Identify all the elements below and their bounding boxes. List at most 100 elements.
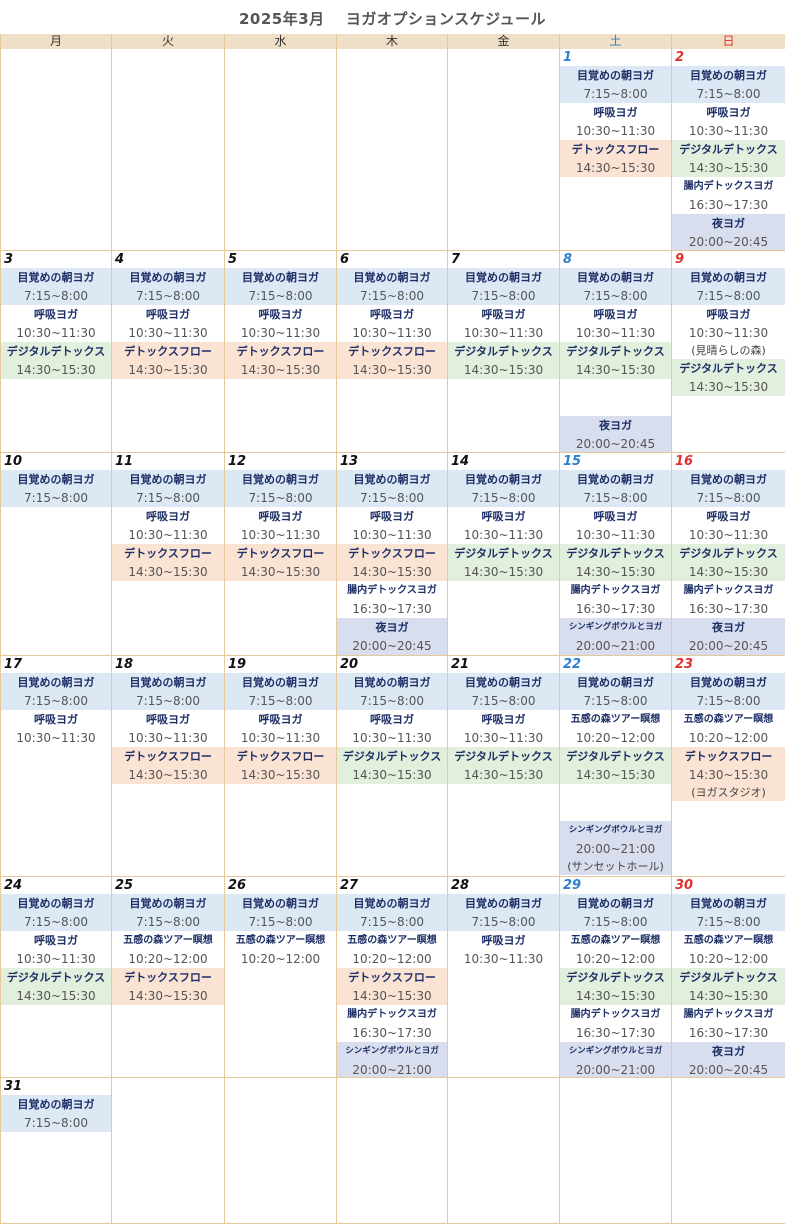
class-event[interactable]: 夜ヨガ 20:00~20:45 [672, 618, 785, 655]
class-event[interactable]: デジタルデトックス 14:30~15:30 [560, 544, 671, 581]
class-event[interactable]: デトックスフロー 14:30~15:30 [225, 747, 336, 784]
class-event[interactable]: 目覚めの朝ヨガ 7:15~8:00 [672, 66, 785, 103]
class-event[interactable]: 呼吸ヨガ 10:30~11:30 [225, 507, 336, 544]
class-event[interactable]: 呼吸ヨガ 10:30~11:30 [1, 305, 111, 342]
class-event[interactable]: 呼吸ヨガ 10:30~11:30 [337, 710, 447, 747]
class-event[interactable]: シンギングボウルとヨガ 20:00~21:00 [560, 1042, 671, 1077]
class-event[interactable]: 腸内デトックスヨガ 16:30~17:30 [672, 177, 785, 214]
class-event[interactable]: 目覚めの朝ヨガ 7:15~8:00 [225, 470, 336, 507]
class-event[interactable]: 目覚めの朝ヨガ 7:15~8:00 [112, 673, 224, 710]
class-event[interactable]: 呼吸ヨガ 10:30~11:30 [560, 507, 671, 544]
class-event[interactable]: 目覚めの朝ヨガ 7:15~8:00 [337, 470, 447, 507]
class-event[interactable]: 目覚めの朝ヨガ 7:15~8:00 [1, 673, 111, 710]
class-event[interactable]: 五感の森ツアー瞑想 10:20~12:00 [672, 710, 785, 747]
class-event[interactable]: 腸内デトックスヨガ 16:30~17:30 [337, 1005, 447, 1042]
class-event[interactable]: 呼吸ヨガ 10:30~11:30 [448, 507, 559, 544]
class-event[interactable]: デジタルデトックス 14:30~15:30 [448, 342, 559, 379]
class-event[interactable]: デトックスフロー 14:30~15:30 [112, 968, 224, 1005]
class-event[interactable]: 目覚めの朝ヨガ 7:15~8:00 [225, 268, 336, 305]
class-event[interactable]: 五感の森ツアー瞑想 10:20~12:00 [112, 931, 224, 968]
class-event[interactable]: 呼吸ヨガ 10:30~11:30 [225, 305, 336, 342]
class-event[interactable]: 目覚めの朝ヨガ 7:15~8:00 [112, 470, 224, 507]
class-event[interactable]: 呼吸ヨガ 10:30~11:30 [225, 710, 336, 747]
class-event[interactable]: デジタルデトックス 14:30~15:30 [560, 342, 671, 379]
class-event[interactable]: 五感の森ツアー瞑想 10:20~12:00 [560, 710, 671, 747]
class-event[interactable]: 目覚めの朝ヨガ 7:15~8:00 [225, 673, 336, 710]
class-event[interactable]: 目覚めの朝ヨガ 7:15~8:00 [560, 673, 671, 710]
class-event[interactable]: デトックスフロー 14:30~15:30 [112, 342, 224, 379]
class-event[interactable]: デトックスフロー 14:30~15:30 [225, 544, 336, 581]
class-event[interactable]: シンギングボウルとヨガ 20:00~21:00 (サンセットホール) [560, 821, 671, 875]
class-event[interactable]: デジタルデトックス 14:30~15:30 [560, 968, 671, 1005]
class-event[interactable]: シンギングボウルとヨガ 20:00~21:00 [337, 1042, 447, 1077]
class-event[interactable]: 目覚めの朝ヨガ 7:15~8:00 [337, 673, 447, 710]
class-event[interactable]: デジタルデトックス 14:30~15:30 [672, 359, 785, 396]
class-event[interactable]: 五感の森ツアー瞑想 10:20~12:00 [672, 931, 785, 968]
class-event[interactable]: 目覚めの朝ヨガ 7:15~8:00 [672, 470, 785, 507]
class-event[interactable]: シンギングボウルとヨガ 20:00~21:00 [560, 618, 671, 655]
class-event[interactable]: 呼吸ヨガ 10:30~11:30 [112, 305, 224, 342]
class-event[interactable]: 呼吸ヨガ 10:30~11:30 [448, 710, 559, 747]
class-event[interactable]: デジタルデトックス 14:30~15:30 [448, 747, 559, 784]
class-event[interactable]: 夜ヨガ 20:00~20:45 [672, 214, 785, 250]
class-event[interactable]: デジタルデトックス 14:30~15:30 [448, 544, 559, 581]
class-event[interactable]: 呼吸ヨガ 10:30~11:30 (見晴らしの森) [672, 305, 785, 359]
class-event[interactable]: 五感の森ツアー瞑想 10:20~12:00 [337, 931, 447, 968]
class-event[interactable]: 夜ヨガ 20:00~20:45 [672, 1042, 785, 1077]
class-event[interactable]: デジタルデトックス 14:30~15:30 [337, 747, 447, 784]
class-event[interactable]: デジタルデトックス 14:30~15:30 [560, 747, 671, 784]
class-event[interactable]: デトックスフロー 14:30~15:30 (ヨガスタジオ) [672, 747, 785, 801]
class-event[interactable]: 目覚めの朝ヨガ 7:15~8:00 [448, 268, 559, 305]
class-event[interactable]: 呼吸ヨガ 10:30~11:30 [560, 305, 671, 342]
class-event[interactable]: 目覚めの朝ヨガ 7:15~8:00 [1, 470, 111, 507]
class-event[interactable]: 目覚めの朝ヨガ 7:15~8:00 [1, 268, 111, 305]
class-event[interactable]: 腸内デトックスヨガ 16:30~17:30 [560, 581, 671, 618]
class-event[interactable]: 呼吸ヨガ 10:30~11:30 [112, 710, 224, 747]
class-event[interactable]: 目覚めの朝ヨガ 7:15~8:00 [672, 673, 785, 710]
class-event[interactable]: デジタルデトックス 14:30~15:30 [672, 544, 785, 581]
class-event[interactable]: 目覚めの朝ヨガ 7:15~8:00 [448, 894, 559, 931]
class-event[interactable]: 目覚めの朝ヨガ 7:15~8:00 [112, 268, 224, 305]
class-event[interactable]: 目覚めの朝ヨガ 7:15~8:00 [672, 268, 785, 305]
class-event[interactable]: デジタルデトックス 14:30~15:30 [1, 968, 111, 1005]
class-event[interactable]: 目覚めの朝ヨガ 7:15~8:00 [448, 673, 559, 710]
class-event[interactable]: 目覚めの朝ヨガ 7:15~8:00 [112, 894, 224, 931]
class-event[interactable]: デトックスフロー 14:30~15:30 [112, 544, 224, 581]
class-event[interactable]: 呼吸ヨガ 10:30~11:30 [112, 507, 224, 544]
class-event[interactable]: 呼吸ヨガ 10:30~11:30 [448, 931, 559, 968]
class-event[interactable]: 呼吸ヨガ 10:30~11:30 [337, 305, 447, 342]
class-event[interactable]: 目覚めの朝ヨガ 7:15~8:00 [672, 894, 785, 931]
class-event[interactable]: 呼吸ヨガ 10:30~11:30 [560, 103, 671, 140]
class-event[interactable]: 目覚めの朝ヨガ 7:15~8:00 [1, 894, 111, 931]
class-event[interactable]: 五感の森ツアー瞑想 10:20~12:00 [560, 931, 671, 968]
class-event[interactable]: 目覚めの朝ヨガ 7:15~8:00 [337, 268, 447, 305]
class-event[interactable]: 呼吸ヨガ 10:30~11:30 [337, 507, 447, 544]
class-event[interactable]: 呼吸ヨガ 10:30~11:30 [672, 507, 785, 544]
class-event[interactable]: デトックスフロー 14:30~15:30 [337, 544, 447, 581]
class-event[interactable]: デトックスフロー 14:30~15:30 [112, 747, 224, 784]
class-event[interactable]: 目覚めの朝ヨガ 7:15~8:00 [225, 894, 336, 931]
class-event[interactable]: 呼吸ヨガ 10:30~11:30 [672, 103, 785, 140]
class-event[interactable]: デジタルデトックス 14:30~15:30 [672, 968, 785, 1005]
class-event[interactable]: 目覚めの朝ヨガ 7:15~8:00 [560, 894, 671, 931]
class-event[interactable]: デトックスフロー 14:30~15:30 [225, 342, 336, 379]
class-event[interactable]: デジタルデトックス 14:30~15:30 [672, 140, 785, 177]
class-event[interactable]: 腸内デトックスヨガ 16:30~17:30 [560, 1005, 671, 1042]
class-event[interactable]: デトックスフロー 14:30~15:30 [337, 968, 447, 1005]
class-event[interactable]: 夜ヨガ 20:00~20:45 [560, 416, 671, 452]
class-event[interactable]: デトックスフロー 14:30~15:30 [337, 342, 447, 379]
class-event[interactable]: 五感の森ツアー瞑想 10:20~12:00 [225, 931, 336, 968]
class-event[interactable]: 腸内デトックスヨガ 16:30~17:30 [672, 581, 785, 618]
class-event[interactable]: デトックスフロー 14:30~15:30 [560, 140, 671, 177]
class-event[interactable]: 呼吸ヨガ 10:30~11:30 [448, 305, 559, 342]
class-event[interactable]: 腸内デトックスヨガ 16:30~17:30 [672, 1005, 785, 1042]
class-event[interactable]: 目覚めの朝ヨガ 7:15~8:00 [337, 894, 447, 931]
class-event[interactable]: 呼吸ヨガ 10:30~11:30 [1, 710, 111, 747]
class-event[interactable]: 目覚めの朝ヨガ 7:15~8:00 [1, 1095, 111, 1132]
class-event[interactable]: 呼吸ヨガ 10:30~11:30 [1, 931, 111, 968]
class-event[interactable]: 夜ヨガ 20:00~20:45 [337, 618, 447, 655]
class-event[interactable]: 目覚めの朝ヨガ 7:15~8:00 [560, 268, 671, 305]
class-event[interactable]: 腸内デトックスヨガ 16:30~17:30 [337, 581, 447, 618]
class-event[interactable]: デジタルデトックス 14:30~15:30 [1, 342, 111, 379]
class-event[interactable]: 目覚めの朝ヨガ 7:15~8:00 [560, 66, 671, 103]
